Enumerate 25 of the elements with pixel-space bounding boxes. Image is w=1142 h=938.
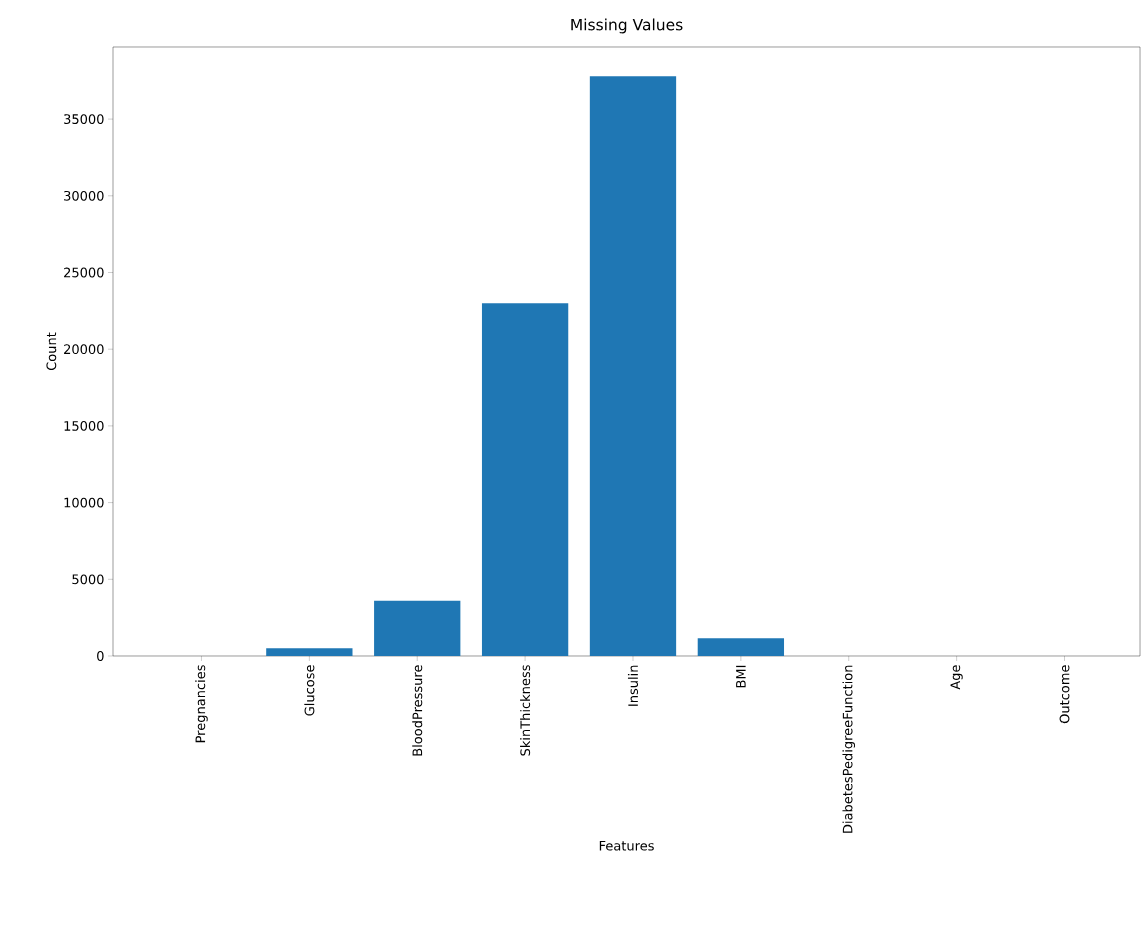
x-tick-label: BloodPressure — [412, 665, 423, 756]
x-tick-label: Pregnancies — [195, 665, 208, 743]
y-tick-label: 20000 — [64, 344, 104, 355]
bar — [697, 638, 785, 656]
x-tick-label: Outcome — [1059, 665, 1070, 724]
bar — [481, 303, 569, 656]
y-tick-label: 35000 — [64, 114, 104, 125]
bar — [266, 648, 353, 656]
bar — [374, 600, 461, 656]
y-tick-label: 15000 — [64, 420, 104, 431]
x-tick-label: Age — [950, 665, 963, 690]
y-tick-label: 25000 — [64, 267, 104, 278]
chart-title: Missing Values — [571, 18, 683, 34]
x-tick-label: DiabetesPedigreeFunction — [842, 665, 856, 833]
x-tick-label: Insulin — [627, 665, 639, 706]
y-tick-label: 10000 — [64, 497, 104, 508]
x-axis-title: Features — [599, 840, 654, 851]
y-tick-label: 0 — [97, 651, 104, 661]
y-tick-label: 30000 — [64, 190, 104, 201]
bar — [589, 76, 677, 656]
y-tick-label: 5000 — [72, 574, 104, 585]
x-tick-label: SkinThickness — [520, 665, 531, 756]
x-tick-label: BMI — [736, 665, 746, 688]
x-tick-label: Glucose — [304, 665, 315, 716]
y-axis-title: Count — [46, 332, 57, 371]
